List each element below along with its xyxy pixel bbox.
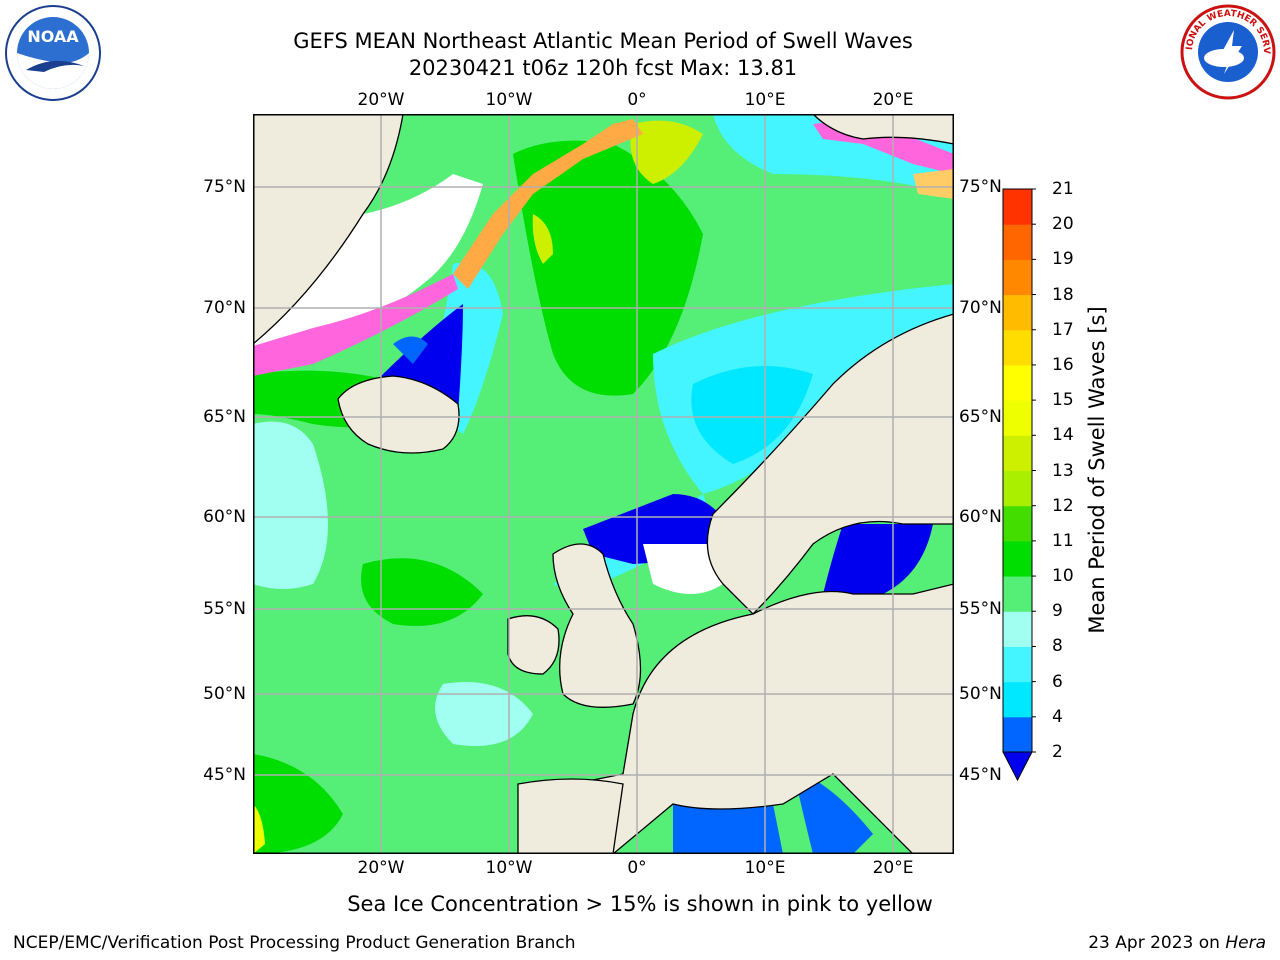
iberia	[517, 778, 624, 854]
lat-label-left: 50°N	[203, 684, 246, 704]
colorbar-segment	[1003, 364, 1032, 401]
colorbar-segment	[1003, 646, 1032, 683]
colorbar-segment	[1003, 329, 1032, 366]
colorbar-tick-label: 14	[1052, 425, 1074, 446]
lon-label-top: 0°	[627, 90, 647, 110]
colorbar-segment	[1003, 576, 1032, 612]
lat-label-right: 70°N	[959, 298, 1002, 318]
footer-date: 23 Apr 2023 on Hera	[1088, 933, 1266, 953]
lon-label-top: 10°W	[485, 90, 533, 110]
colorbar-segment	[1003, 435, 1032, 471]
colorbar-tick-label: 9	[1052, 601, 1063, 622]
colorbar-extend-arrow	[1002, 751, 1033, 782]
colorbar-tick-label: 2	[1052, 742, 1063, 762]
colorbar-tick-label: 4	[1052, 706, 1063, 727]
colorbar-tick-label: 8	[1052, 636, 1063, 657]
lat-label-left: 55°N	[203, 599, 246, 619]
colorbar	[1002, 188, 1036, 782]
lat-label-left: 70°N	[203, 298, 246, 318]
nws-logo: NATIONAL WEATHER SERVICE	[1178, 2, 1276, 100]
colorbar-tick-label: 21	[1052, 179, 1074, 199]
noaa-logo: NOAA	[5, 5, 101, 101]
colorbar-segment	[1003, 400, 1032, 436]
lat-label-left: 60°N	[203, 507, 246, 527]
colorbar-label: Mean Period of Swell Waves [s]	[1085, 306, 1109, 634]
lat-label-right: 45°N	[959, 765, 1002, 785]
lon-label-bottom: 10°W	[485, 858, 533, 878]
lat-label-right: 65°N	[959, 407, 1002, 427]
lon-label-bottom: 10°E	[744, 858, 786, 878]
colorbar-tick-label: 17	[1052, 319, 1074, 340]
lon-label-top: 20°E	[872, 90, 914, 110]
lon-label-bottom: 20°W	[357, 858, 405, 878]
lat-label-right: 55°N	[959, 599, 1002, 619]
colorbar-segment	[1003, 540, 1032, 577]
graticule	[253, 114, 954, 854]
lat-label-right: 75°N	[959, 177, 1002, 197]
map-subtitle: 20230421 t06z 120h fcst Max: 13.81	[408, 56, 798, 80]
colorbar-tick-label: 19	[1052, 249, 1074, 270]
footer-date-text: 23 Apr 2023 on	[1088, 933, 1226, 953]
colorbar-tick-label: 18	[1052, 284, 1074, 305]
svalbard	[812, 114, 954, 145]
colorbar-tick-label: 13	[1052, 460, 1074, 481]
colorbar-tick-label: 11	[1052, 530, 1074, 551]
colorbar-segment	[1003, 259, 1032, 296]
footer-host: Hera	[1225, 933, 1266, 953]
colorbar-segment	[1003, 716, 1032, 753]
colorbar-segment	[1003, 681, 1032, 718]
footer-credit: NCEP/EMC/Verification Post Processing Pr…	[13, 933, 576, 953]
colorbar-segment	[1003, 224, 1032, 260]
noaa-logo-text: NOAA	[27, 27, 79, 46]
colorbar-segment	[1003, 294, 1032, 331]
sea-ice-note: Sea Ice Concentration > 15% is shown in …	[347, 892, 933, 916]
colorbar-segment	[1003, 611, 1032, 647]
lat-label-left: 45°N	[203, 765, 246, 785]
iceland	[337, 375, 460, 454]
lat-label-left: 75°N	[203, 177, 246, 197]
colorbar-tick-label: 6	[1052, 671, 1063, 692]
colorbar-tick-label: 16	[1052, 354, 1074, 375]
lat-label-right: 50°N	[959, 684, 1002, 704]
colorbar-tick-label: 12	[1052, 495, 1074, 516]
lat-label-left: 65°N	[203, 407, 246, 427]
colorbar-tick-label: 10	[1052, 566, 1074, 587]
colorbar-tick-label: 20	[1052, 214, 1074, 235]
map-frame	[253, 114, 954, 854]
colorbar-segment	[1003, 470, 1032, 507]
map-title: GEFS MEAN Northeast Atlantic Mean Period…	[293, 29, 913, 53]
lon-label-bottom: 20°E	[872, 858, 914, 878]
lon-label-top: 10°E	[744, 90, 786, 110]
lon-label-top: 20°W	[357, 90, 405, 110]
colorbar-tick-label: 15	[1052, 390, 1074, 411]
british-isles	[552, 543, 642, 708]
short-period-zones	[373, 304, 933, 854]
ireland	[507, 615, 560, 675]
lon-label-bottom: 0°	[627, 858, 647, 878]
colorbar-segment	[1003, 505, 1032, 542]
swell-period-map	[253, 114, 954, 854]
colorbar-segment	[1003, 189, 1032, 225]
greenland-coast	[253, 114, 404, 345]
lat-label-right: 60°N	[959, 507, 1002, 527]
